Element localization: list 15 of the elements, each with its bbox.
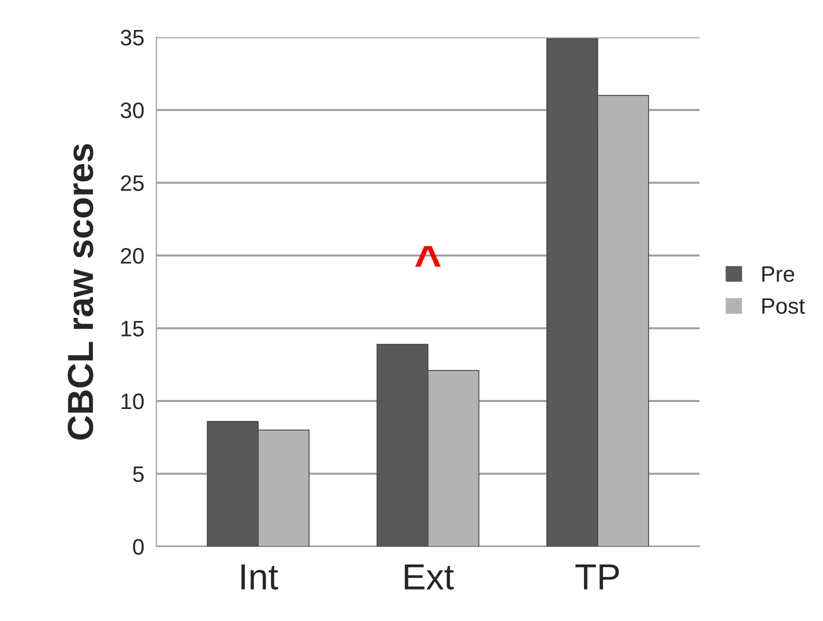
legend-label: Post [762,298,805,314]
x-tick-label: Ext [404,564,454,590]
annotation: ^ [415,246,441,267]
y-tick-label: 20 [120,248,144,264]
legend-label: Pre [762,266,794,282]
y-tick-label: 0 [133,539,144,555]
y-tick-label: 25 [120,175,144,192]
y-tick-label: 35 [120,30,144,46]
y-tick-label: 15 [122,321,144,337]
y-tick-label: 10 [122,394,144,410]
y-axis-title: CBCL raw scores [68,144,94,440]
y-tick-label: 30 [120,102,144,118]
x-tick-label: Int [241,564,278,590]
x-tick-label: TP [575,564,619,590]
y-tick-label: 5 [133,466,144,482]
